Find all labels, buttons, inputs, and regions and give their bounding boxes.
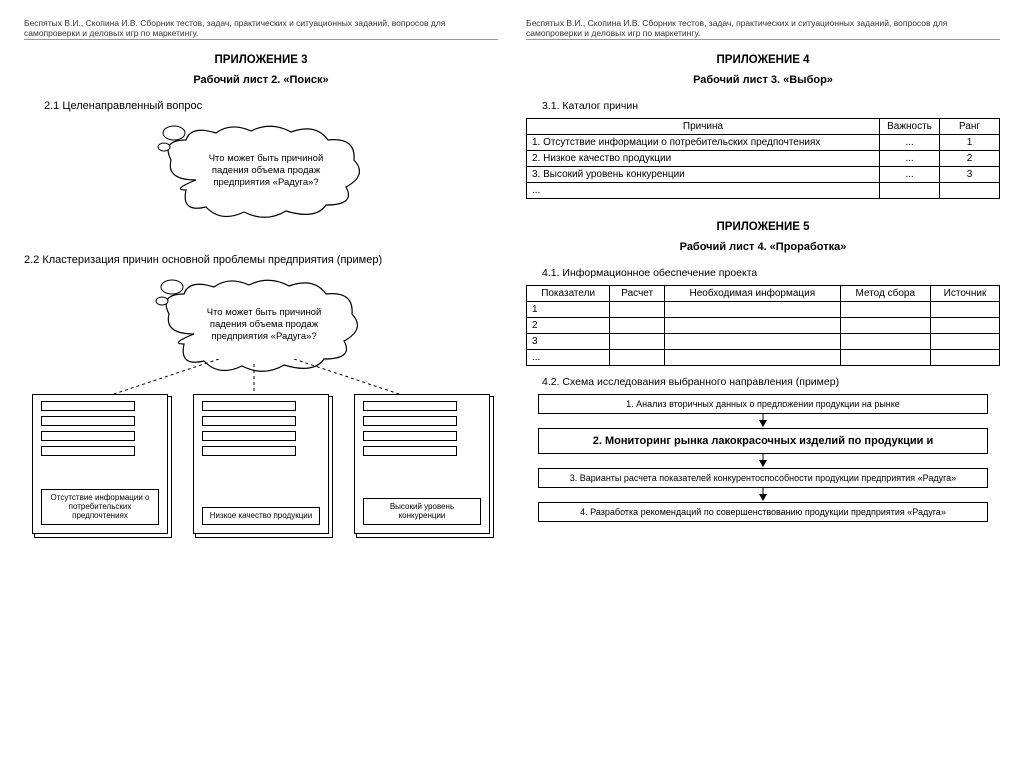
t1-r2c2: 3 [940, 167, 1000, 183]
t1-r0c0: 1. Отсутствие информации о потребительск… [527, 135, 880, 151]
flow-arrow-icon [526, 414, 1000, 428]
t2-r1c2 [665, 318, 840, 334]
t2-h4: Источник [931, 286, 1000, 302]
page-header: Беспятых В.И., Скопина И.В. Сборник тест… [24, 18, 498, 40]
t2-r0c0: 1 [527, 302, 610, 318]
cloud-text-1: Что может быть причиной падения объема п… [196, 153, 336, 189]
t1-r3c1 [880, 183, 940, 199]
section-4-1: 4.1. Информационное обеспечение проекта [542, 267, 1000, 279]
t2-r3c1 [610, 350, 665, 366]
cluster-diagram: Что может быть причиной падения объема п… [24, 274, 498, 534]
t2-h2: Необходимая информация [665, 286, 840, 302]
info-table: Показатели Расчет Необходимая информация… [526, 285, 1000, 366]
t1-r1c0: 2. Низкое качество продукции [527, 151, 880, 167]
flowchart: 1. Анализ вторичных данных о предложении… [526, 394, 1000, 522]
section-3-1: 3.1. Каталог причин [542, 100, 1000, 112]
t2-r2c0: 3 [527, 334, 610, 350]
right-page: Беспятых В.И., Скопина И.В. Сборник тест… [512, 10, 1014, 758]
card-label-1: Отсутствие информации о потребительских … [41, 489, 159, 525]
t1-r2c1: ... [880, 167, 940, 183]
t1-h2: Важность [880, 119, 940, 135]
t2-r3c3 [840, 350, 931, 366]
t2-r0c2 [665, 302, 840, 318]
t2-r3c2 [665, 350, 840, 366]
appendix-3-title: ПРИЛОЖЕНИЕ 3 [24, 54, 498, 66]
t2-r0c4 [931, 302, 1000, 318]
worksheet-4-title: Рабочий лист 4. «Проработка» [526, 241, 1000, 253]
flow-step-4: 4. Разработка рекомендаций по совершенст… [538, 502, 988, 522]
cluster-card-3: Высокий уровень конкуренции [354, 394, 490, 534]
t2-r3c4 [931, 350, 1000, 366]
flow-arrow-icon [526, 488, 1000, 502]
page-header-right: Беспятых В.И., Скопина И.В. Сборник тест… [526, 18, 1000, 40]
t2-r1c1 [610, 318, 665, 334]
appendix-5-title: ПРИЛОЖЕНИЕ 5 [526, 221, 1000, 233]
section-2-2: 2.2 Кластеризация причин основной пробле… [24, 254, 498, 266]
t2-h0: Показатели [527, 286, 610, 302]
t2-r3c0: ... [527, 350, 610, 366]
flow-arrow-icon [526, 454, 1000, 468]
cluster-card-2: Низкое качество продукции [193, 394, 329, 534]
t1-h1: Причина [527, 119, 880, 135]
t1-r1c1: ... [880, 151, 940, 167]
t2-r2c1 [610, 334, 665, 350]
t2-r1c3 [840, 318, 931, 334]
t2-h1: Расчет [610, 286, 665, 302]
t1-r3c2 [940, 183, 1000, 199]
flow-step-2: 2. Мониторинг рынка лакокрасочных издели… [538, 428, 988, 454]
t2-r1c4 [931, 318, 1000, 334]
section-4-2: 4.2. Схема исследования выбранного напра… [542, 376, 1000, 388]
worksheet-2-title: Рабочий лист 2. «Поиск» [24, 74, 498, 86]
appendix-4-title: ПРИЛОЖЕНИЕ 4 [526, 54, 1000, 66]
t1-r1c2: 2 [940, 151, 1000, 167]
t2-h3: Метод сбора [840, 286, 931, 302]
t2-r2c2 [665, 334, 840, 350]
t1-r0c2: 1 [940, 135, 1000, 151]
t2-r1c0: 2 [527, 318, 610, 334]
t2-r0c3 [840, 302, 931, 318]
causes-table: Причина Важность Ранг 1. Отсутствие инфо… [526, 118, 1000, 199]
t2-r2c4 [931, 334, 1000, 350]
flow-step-1: 1. Анализ вторичных данных о предложении… [538, 394, 988, 414]
t2-r2c3 [840, 334, 931, 350]
cluster-card-1: Отсутствие информации о потребительских … [32, 394, 168, 534]
flow-step-3: 3. Варианты расчета показателей конкурен… [538, 468, 988, 488]
card-label-3: Высокий уровень конкуренции [363, 498, 481, 526]
thought-cloud-1: Что может быть причиной падения объема п… [24, 120, 498, 250]
t2-r0c1 [610, 302, 665, 318]
t1-h3: Ранг [940, 119, 1000, 135]
card-label-2: Низкое качество продукции [202, 507, 320, 526]
t1-r2c0: 3. Высокий уровень конкуренции [527, 167, 880, 183]
cloud-text-2: Что может быть причиной падения объема п… [194, 307, 334, 343]
t1-r0c1: ... [880, 135, 940, 151]
section-2-1: 2.1 Целенаправленный вопрос [44, 100, 498, 112]
left-page: Беспятых В.И., Скопина И.В. Сборник тест… [10, 10, 512, 758]
t1-r3c0: ... [527, 183, 880, 199]
worksheet-3-title: Рабочий лист 3. «Выбор» [526, 74, 1000, 86]
